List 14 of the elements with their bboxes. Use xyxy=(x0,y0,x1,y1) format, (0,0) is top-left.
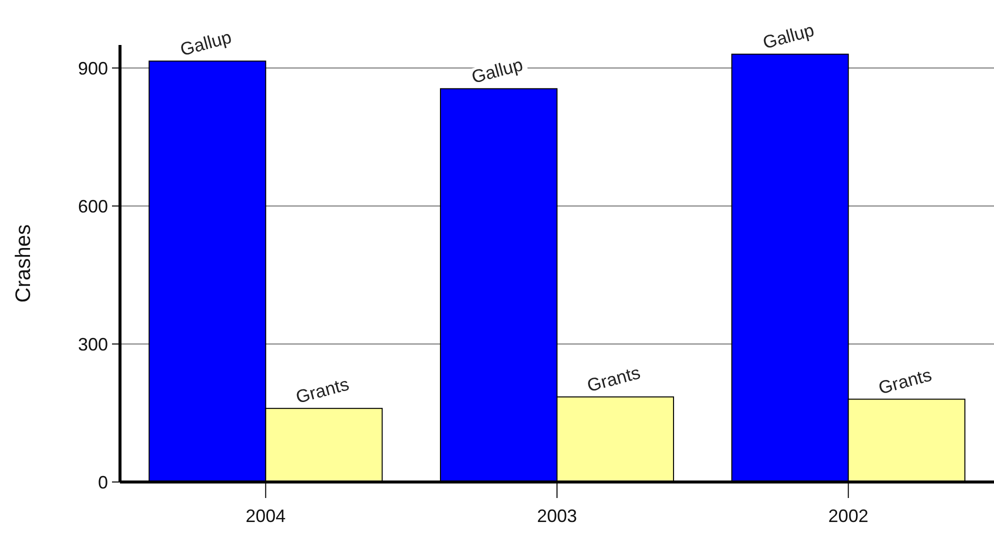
y-tick-label: 0 xyxy=(98,472,108,492)
text: Grants xyxy=(876,364,934,398)
x-tick-label: 2004 xyxy=(246,506,286,526)
text: Grants xyxy=(294,374,352,408)
y-tick-label: 300 xyxy=(78,334,108,354)
y-tick-label: 900 xyxy=(78,58,108,78)
y-axis-title: Crashes xyxy=(12,224,35,303)
text: Gallup xyxy=(178,26,234,60)
x-tick-label: 2002 xyxy=(828,506,868,526)
y-tick-label: 600 xyxy=(78,196,108,216)
x-tick-label: 2003 xyxy=(536,506,578,526)
text: Gallup xyxy=(469,54,525,88)
text: Gallup xyxy=(760,20,816,53)
text: Grants xyxy=(585,362,642,396)
